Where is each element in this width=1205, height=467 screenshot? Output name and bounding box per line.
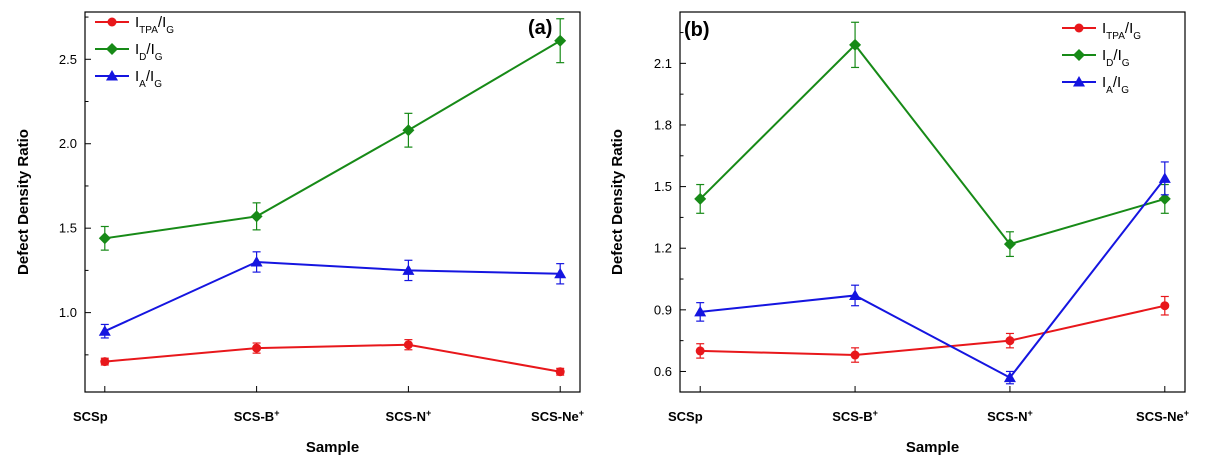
x-category-label: SCS-Ne+ <box>531 408 584 424</box>
legend-label: ID/IG <box>135 41 163 63</box>
data-point <box>100 357 110 367</box>
data-point <box>402 124 415 137</box>
x-category-label: SCS-B+ <box>832 408 878 424</box>
y-tick-label: 0.6 <box>654 364 672 379</box>
legend-marker <box>106 70 118 81</box>
series-ia-ig <box>694 161 1171 385</box>
x-category-label: SCSp <box>73 409 108 424</box>
y-axis-title: Defect Density Ratio <box>15 129 32 275</box>
data-point <box>250 210 263 223</box>
legend: ITPA/IG ID/IG IA/IG <box>1062 20 1141 96</box>
legend-marker <box>107 17 117 27</box>
data-point <box>1003 371 1016 383</box>
data-point <box>1158 192 1171 205</box>
y-tick-label: 1.8 <box>654 117 672 132</box>
data-point <box>554 267 567 279</box>
legend-label: ITPA/IG <box>1102 20 1141 42</box>
series-line <box>104 260 561 333</box>
data-point <box>1160 301 1170 311</box>
series-ia-ig <box>98 251 567 339</box>
series-line <box>104 39 561 240</box>
x-category-label: SCS-B+ <box>234 408 280 424</box>
legend-marker <box>1073 49 1085 61</box>
y-tick-label: 2.5 <box>59 52 77 67</box>
y-tick-label: 2.1 <box>654 56 672 71</box>
x-category-label: SCS-N+ <box>987 408 1033 424</box>
data-point <box>250 255 263 267</box>
data-point <box>98 325 111 336</box>
panel-label: (b) <box>684 19 710 41</box>
data-point <box>554 34 567 47</box>
data-point <box>1003 238 1016 251</box>
panel-label: (a) <box>528 17 552 39</box>
legend-marker <box>106 43 118 55</box>
legend: ITPA/IG ID/IG IA/IG <box>95 14 174 90</box>
y-tick-label: 2.0 <box>59 136 77 151</box>
chart-panel-b: 0.6 0.9 1.2 1.5 1.8 2.1 SCSp SCS-B+ SCS-N+ SCS-Ne… <box>609 11 1189 456</box>
series-id-ig <box>694 21 1171 258</box>
data-point <box>850 350 860 360</box>
y-tick-label: 1.0 <box>59 305 77 320</box>
y-tick-label: 1.5 <box>654 179 672 194</box>
x-axis-title: Sample <box>906 439 959 456</box>
data-point <box>849 38 862 51</box>
series-itpa-ig <box>695 295 1170 363</box>
series-id-ig <box>98 18 567 251</box>
series-line <box>700 304 1166 357</box>
legend-label: ID/IG <box>1102 47 1130 69</box>
series-line <box>699 43 1166 246</box>
legend-label: IA/IG <box>135 68 162 90</box>
data-point <box>694 305 707 317</box>
y-tick-label: 1.5 <box>59 221 77 236</box>
series-itpa-ig <box>100 339 565 377</box>
x-category-label: SCS-Ne+ <box>1136 408 1189 424</box>
legend-label: IA/IG <box>1102 74 1129 96</box>
x-axis-title: Sample <box>306 439 359 456</box>
y-axis-title: Defect Density Ratio <box>609 129 626 275</box>
data-point <box>252 343 262 353</box>
y-tick-label: 0.9 <box>654 302 672 317</box>
data-point <box>694 192 707 205</box>
plot-frame <box>84 11 581 393</box>
plot-frame <box>679 11 1186 393</box>
y-tick-label: 1.2 <box>654 241 672 256</box>
data-point <box>403 340 413 350</box>
legend-label: ITPA/IG <box>135 14 174 36</box>
series-line <box>104 343 561 373</box>
data-point <box>402 264 415 275</box>
data-point <box>849 289 862 300</box>
x-category-label: SCS-N+ <box>386 408 432 424</box>
data-point <box>1158 172 1171 183</box>
chart-panel-a: 1.0 1.5 2.0 2.5 SCSp SCS-B+ SCS-N+ SCS-Ne+ Sampl… <box>15 11 584 456</box>
data-point <box>695 346 705 356</box>
data-point <box>98 232 111 245</box>
x-category-label: SCSp <box>668 409 703 424</box>
data-point <box>1005 336 1015 346</box>
legend-marker <box>1074 23 1084 33</box>
data-point <box>555 367 565 377</box>
legend-marker <box>1073 76 1085 87</box>
series-line <box>700 177 1166 379</box>
